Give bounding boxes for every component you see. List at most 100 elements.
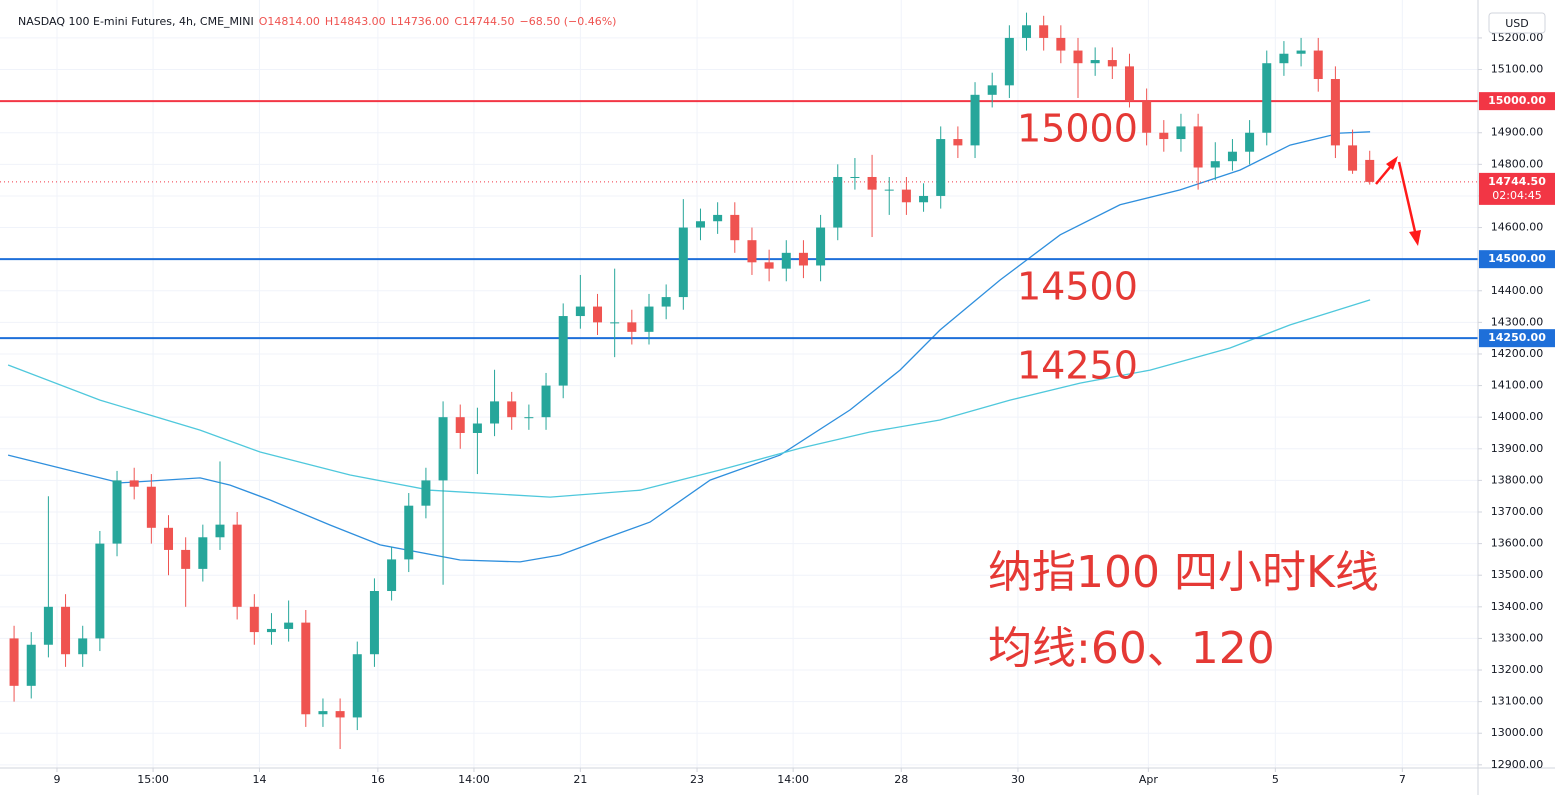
y-tick-label: 13300.00 — [1491, 631, 1544, 644]
currency: USD — [1505, 17, 1529, 30]
candle-body — [335, 711, 345, 718]
currency-box — [1488, 12, 1546, 34]
candle-body — [490, 401, 500, 424]
y-tick-label: 14000.00 — [1491, 410, 1544, 423]
candle-body — [318, 711, 328, 715]
candle-body — [455, 417, 465, 433]
level-note: 15000 — [1017, 107, 1138, 151]
candle-body — [232, 524, 242, 607]
level-price-box — [1479, 92, 1555, 111]
candle-body — [404, 505, 414, 560]
candle-body — [387, 559, 397, 592]
candle-body — [919, 195, 929, 203]
candle-body — [112, 480, 122, 544]
candle-body — [1296, 50, 1306, 54]
candle-body — [644, 306, 654, 332]
candle-body — [798, 252, 808, 266]
candle-body — [936, 139, 946, 196]
open-value: O14814.00 — [259, 15, 320, 28]
candle-body — [713, 214, 723, 222]
candle-body — [472, 423, 482, 433]
candle-body — [678, 227, 688, 298]
candle-body — [1279, 53, 1289, 64]
candle-body — [146, 486, 156, 528]
candle-body — [833, 176, 843, 228]
arrow-head — [1386, 156, 1398, 170]
candle-body — [301, 622, 311, 715]
candle-body — [901, 189, 911, 203]
candle-body — [610, 322, 620, 324]
candle-body — [95, 543, 105, 639]
y-tick-label: 12900.00 — [1491, 758, 1544, 771]
level-price-box — [1479, 250, 1555, 269]
candle-body — [970, 94, 980, 146]
time-axis — [0, 768, 1555, 795]
candle-body — [1193, 126, 1203, 168]
x-tick-label: 14:00 — [458, 773, 490, 786]
x-tick-label: 5 — [1272, 773, 1279, 786]
level-price-box — [1479, 329, 1555, 348]
y-tick-label: 14900.00 — [1491, 126, 1544, 139]
y-tick-label: 13600.00 — [1491, 537, 1544, 550]
candle-body — [249, 606, 259, 633]
candle-body — [747, 240, 757, 263]
candle-body — [781, 252, 791, 269]
candle-body — [850, 176, 860, 178]
y-tick-label: 13700.00 — [1491, 505, 1544, 518]
level-note: 14500 — [1017, 265, 1138, 309]
annotation: 均线:60、120 — [988, 623, 1275, 674]
candle-body — [129, 480, 139, 487]
y-tick-label: 13200.00 — [1491, 663, 1544, 676]
candle-body — [524, 417, 534, 419]
candle-body — [1090, 60, 1100, 64]
x-tick-label: 28 — [894, 773, 908, 786]
candle-body — [1022, 25, 1032, 38]
low-value: L14736.00 — [391, 15, 450, 28]
candle-body — [541, 385, 551, 418]
candle-body — [730, 214, 740, 241]
y-tick-label: 15100.00 — [1491, 63, 1544, 76]
candle-body — [215, 524, 225, 538]
annotation: 纳指100 四小时K线 — [988, 547, 1379, 598]
candle-body — [266, 628, 276, 633]
y-tick-label: 14400.00 — [1491, 284, 1544, 297]
y-tick-label: 14300.00 — [1491, 315, 1544, 328]
candle-body — [1313, 50, 1323, 80]
arrow-head — [1409, 230, 1421, 246]
level-note: 14250 — [1017, 344, 1138, 388]
candle-body — [1056, 37, 1066, 51]
candle-body — [164, 527, 174, 550]
high-value: H14843.00 — [325, 15, 386, 28]
x-tick-label: Apr — [1139, 773, 1159, 786]
last-price-box — [1479, 172, 1555, 205]
last-price-label: 14744.50 — [1488, 175, 1546, 188]
countdown: 02:04:45 — [1492, 189, 1541, 202]
candle-body — [284, 622, 294, 629]
level-price-label: 14250.00 — [1488, 331, 1546, 344]
y-tick-label: 14100.00 — [1491, 379, 1544, 392]
candle-body — [575, 306, 585, 317]
candles — [9, 12, 1375, 750]
candle-body — [181, 549, 191, 569]
candle-body — [1004, 37, 1014, 86]
candle-body — [61, 606, 71, 655]
candle-body — [1124, 66, 1134, 102]
candle-body — [352, 654, 362, 718]
candle-body — [1159, 132, 1169, 140]
level-price-label: 15000.00 — [1488, 94, 1546, 107]
x-tick-label: 7 — [1399, 773, 1406, 786]
y-tick-label: 13000.00 — [1491, 726, 1544, 739]
candle-body — [558, 316, 568, 386]
x-tick-label: 9 — [53, 773, 60, 786]
y-tick-label: 14200.00 — [1491, 347, 1544, 360]
candle-body — [953, 139, 963, 146]
trend-arrows — [1375, 156, 1421, 246]
candle-body — [884, 189, 894, 191]
candle-body — [421, 480, 431, 506]
y-tick-label: 13400.00 — [1491, 600, 1544, 613]
close-value: C14744.50 — [454, 15, 514, 28]
y-tick-label: 13500.00 — [1491, 568, 1544, 581]
candle-body — [1262, 63, 1272, 133]
